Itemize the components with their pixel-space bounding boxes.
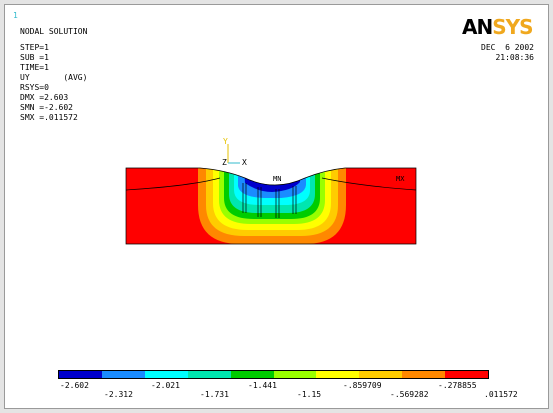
contour-bands xyxy=(126,168,416,244)
substep-label: SUB =1 xyxy=(20,53,49,62)
legend-label: .011572 xyxy=(484,390,518,399)
legend-label: -2.021 xyxy=(151,381,180,390)
legend-label: -.859709 xyxy=(343,381,382,390)
legend-label: -1.731 xyxy=(200,390,229,399)
timestamp: DEC 6 2002 21:08:36 xyxy=(481,43,534,63)
legend-seg-9 xyxy=(402,371,446,378)
contour-legend-bar xyxy=(58,370,489,379)
min-marker: MN xyxy=(273,175,281,183)
legend-seg-7 xyxy=(316,371,360,378)
legend-label: -1.441 xyxy=(248,381,277,390)
step-label: STEP=1 xyxy=(20,43,49,52)
legend-seg-4 xyxy=(187,371,231,378)
legend-seg-3 xyxy=(144,371,188,378)
legend-label: -.278855 xyxy=(438,381,477,390)
smx-label: SMX =.011572 xyxy=(20,113,78,122)
legend-seg-2 xyxy=(101,371,145,378)
mesh-lines xyxy=(125,167,417,245)
window-number: 1 xyxy=(13,11,18,20)
legend-seg-8 xyxy=(359,371,403,378)
legend-label: -1.15 xyxy=(297,390,322,399)
legend-seg-10 xyxy=(445,371,489,378)
legend-seg-5 xyxy=(230,371,274,378)
rsys-label: RSYS=0 xyxy=(20,83,49,92)
legend-label: -2.602 xyxy=(60,381,89,390)
ansys-logo: ANSYS xyxy=(462,15,534,39)
axis-x-label: X xyxy=(242,158,247,167)
axis-y-label: Y xyxy=(223,137,228,146)
axis-triad: Y Z X xyxy=(222,137,247,167)
legend-label: -.569282 xyxy=(390,390,429,399)
axis-z-label: Z xyxy=(222,158,227,167)
graphics-window[interactable]: 1 NODAL SOLUTION STEP=1 SUB =1 TIME=1 UY… xyxy=(4,4,549,409)
result-info-block: NODAL SOLUTION STEP=1 SUB =1 TIME=1 UY (… xyxy=(20,27,87,123)
smn-label: SMN =-2.602 xyxy=(20,103,73,112)
time-label: TIME=1 xyxy=(20,63,49,72)
max-marker: MX xyxy=(396,175,405,183)
dmx-label: DMX =2.603 xyxy=(20,93,69,102)
date-label: DEC 6 2002 xyxy=(481,43,534,52)
legend-seg-1 xyxy=(59,371,102,378)
legend-label: -2.312 xyxy=(104,390,133,399)
result-item-label: UY (AVG) xyxy=(20,73,88,82)
plot-title: NODAL SOLUTION xyxy=(20,27,88,36)
time-label-clock: 21:08:36 xyxy=(495,53,534,62)
legend-seg-6 xyxy=(273,371,317,378)
